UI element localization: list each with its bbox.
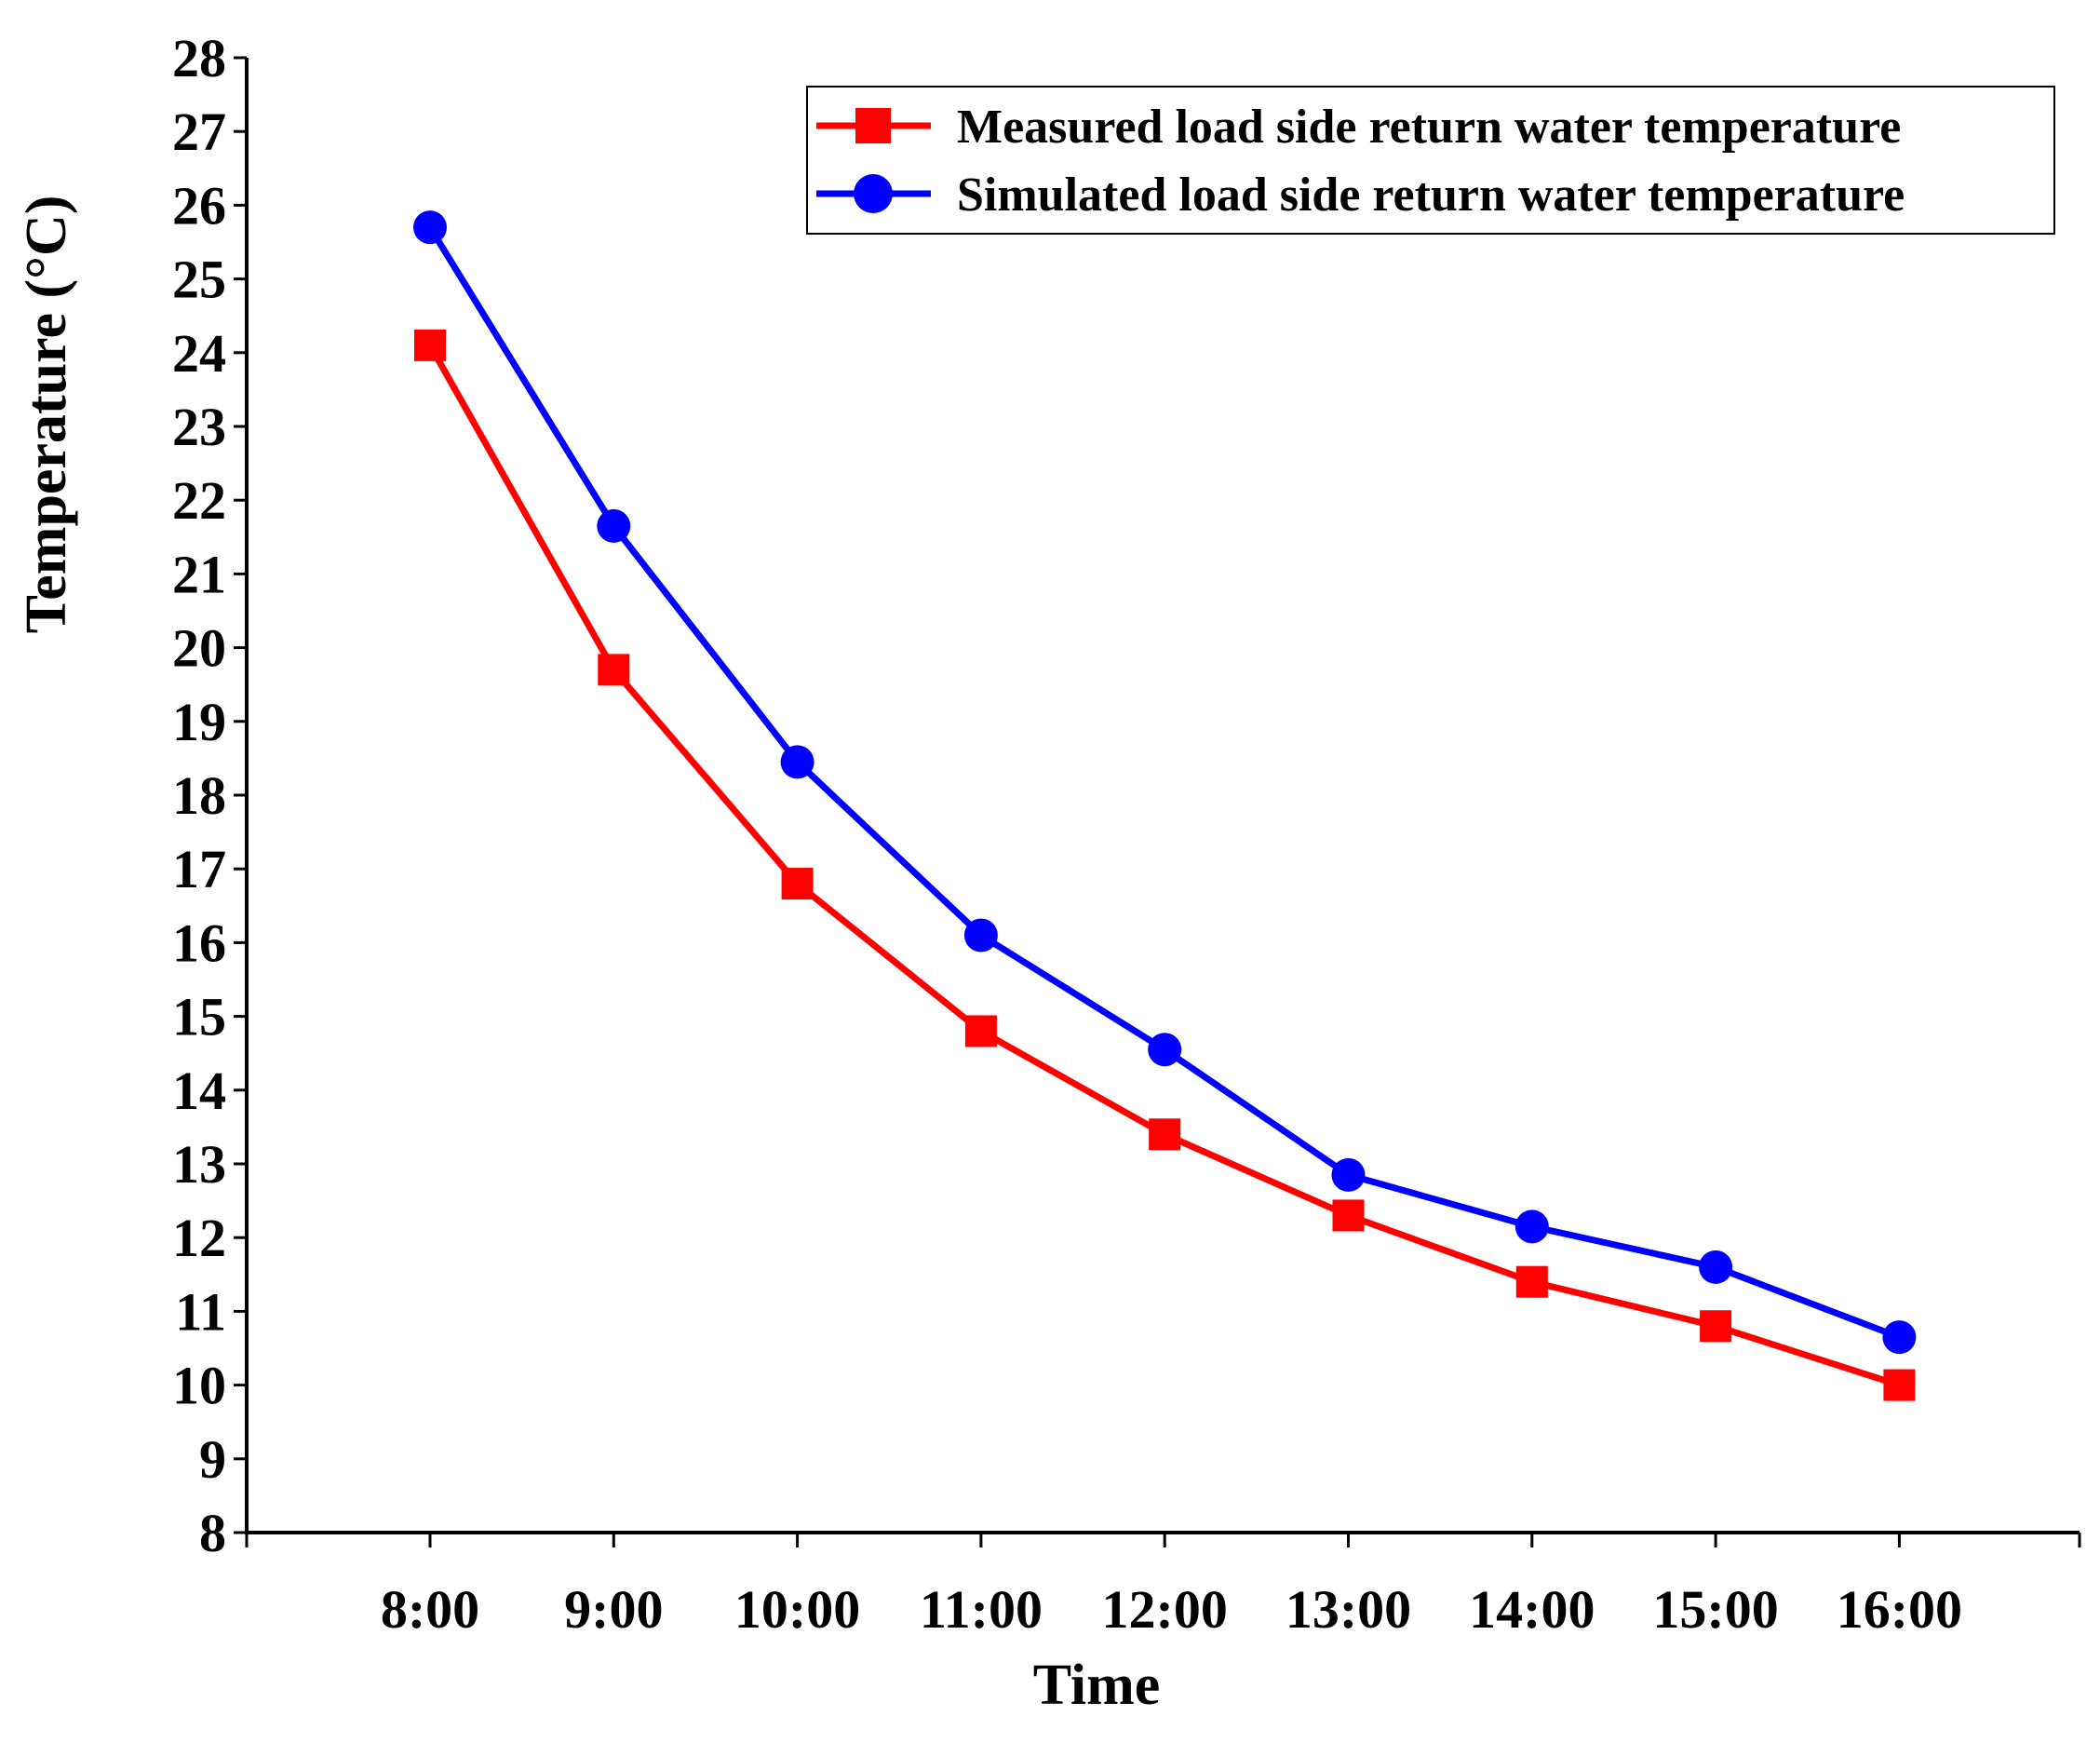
x-tick-label: 12:00 bbox=[1102, 1579, 1228, 1640]
x-tick-label: 13:00 bbox=[1286, 1579, 1411, 1640]
y-tick-label: 10 bbox=[172, 1356, 226, 1416]
y-tick-label: 12 bbox=[172, 1208, 226, 1268]
y-tick-label: 9 bbox=[199, 1429, 226, 1490]
simulated-point bbox=[1882, 1320, 1917, 1355]
legend-box bbox=[806, 86, 2055, 235]
legend-label-measured: Measured load side return water temperat… bbox=[957, 101, 1901, 154]
legend-marker-simulated bbox=[854, 174, 893, 213]
x-tick-label: 8:00 bbox=[381, 1579, 479, 1640]
measured-point bbox=[1515, 1265, 1548, 1298]
simulated-point bbox=[1331, 1157, 1366, 1192]
y-tick-label: 8 bbox=[199, 1503, 226, 1563]
simulated-point bbox=[963, 918, 998, 953]
measured-point bbox=[1883, 1369, 1916, 1401]
measured-point bbox=[1700, 1310, 1732, 1343]
y-tick-label: 14 bbox=[172, 1061, 226, 1121]
measured-point bbox=[1332, 1199, 1365, 1232]
x-tick-label: 15:00 bbox=[1652, 1579, 1778, 1640]
measured-point bbox=[598, 654, 630, 686]
y-tick-label: 17 bbox=[172, 839, 226, 899]
y-axis-title: Temperature (°C) bbox=[15, 196, 78, 634]
y-tick-label: 26 bbox=[172, 175, 226, 236]
x-tick-label: 10:00 bbox=[734, 1579, 860, 1640]
simulated-point bbox=[1699, 1250, 1733, 1284]
legend-marker-measured bbox=[855, 108, 891, 143]
measured-point bbox=[414, 329, 446, 361]
y-tick-label: 11 bbox=[175, 1281, 226, 1342]
y-axis-ticks: 8 9 10 11 12 13 14 15 16 17 18 19 20 21 22 23 24 25 26 27 28 bbox=[172, 28, 247, 1563]
y-tick-label: 15 bbox=[172, 987, 226, 1047]
measured-point bbox=[964, 1015, 997, 1047]
y-tick-label: 19 bbox=[172, 692, 226, 752]
x-tick-label: 11:00 bbox=[920, 1579, 1043, 1640]
y-tick-label: 24 bbox=[172, 323, 226, 384]
y-tick-label: 13 bbox=[172, 1134, 226, 1195]
x-tick-label: 16:00 bbox=[1837, 1579, 1962, 1640]
measured-point bbox=[1149, 1118, 1181, 1151]
x-tick-label: 14:00 bbox=[1469, 1579, 1595, 1640]
x-tick-label: 9:00 bbox=[564, 1579, 663, 1640]
x-axis-title: Time bbox=[1033, 1654, 1161, 1717]
legend-label-simulated: Simulated load side return water tempera… bbox=[957, 169, 1905, 222]
y-tick-label: 18 bbox=[172, 765, 226, 826]
legend: Measured load side return water temperat… bbox=[806, 86, 2055, 235]
y-tick-label: 28 bbox=[172, 28, 226, 88]
measured-point bbox=[781, 868, 814, 900]
y-tick-label: 21 bbox=[172, 544, 226, 604]
series-layer bbox=[413, 210, 1917, 1401]
x-axis-ticks: 8:00 9:00 10:00 11:00 12:00 13:00 14:00 15:00 16… bbox=[245, 1533, 2081, 1640]
y-tick-label: 22 bbox=[172, 470, 226, 531]
y-tick-label: 16 bbox=[172, 912, 226, 973]
y-tick-label: 27 bbox=[172, 101, 226, 162]
y-tick-label: 25 bbox=[172, 250, 226, 310]
simulated-point bbox=[780, 745, 814, 779]
y-tick-label: 23 bbox=[172, 397, 226, 457]
simulated-point bbox=[413, 210, 447, 245]
simulated-point bbox=[597, 508, 631, 543]
simulated-point bbox=[1514, 1209, 1549, 1244]
simulated-point bbox=[1148, 1033, 1182, 1067]
y-tick-label: 20 bbox=[172, 618, 226, 679]
